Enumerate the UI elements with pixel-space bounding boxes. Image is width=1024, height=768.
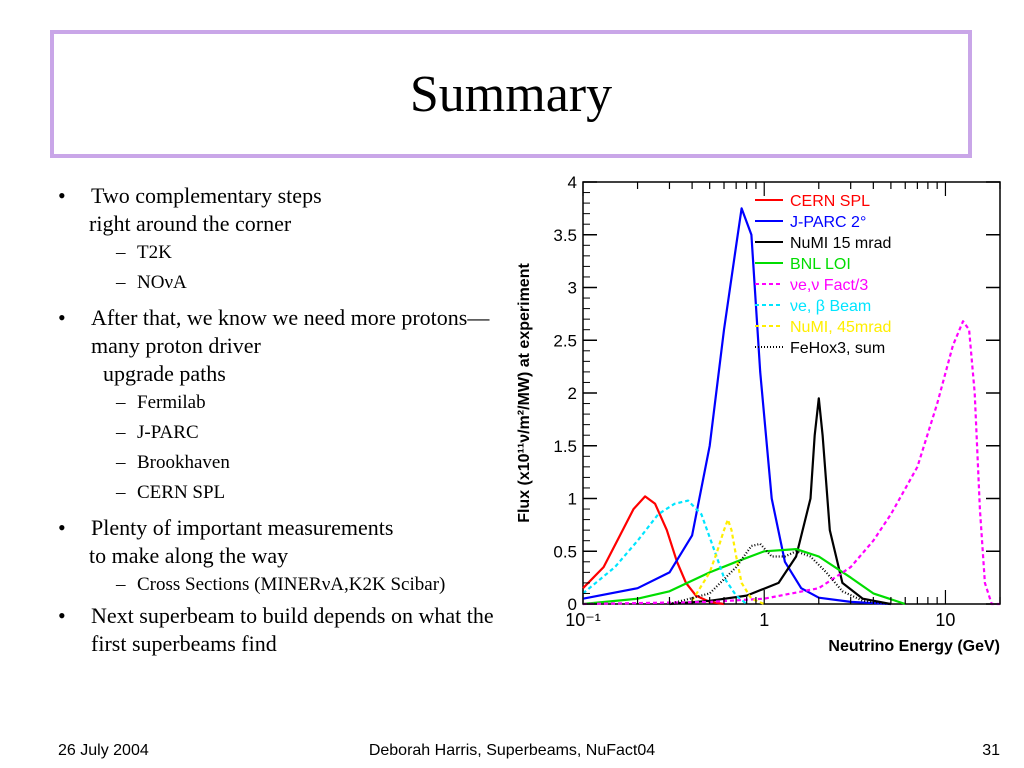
footer-author: Deborah Harris, Superbeams, NuFact04 (368, 742, 656, 759)
y-tick-label: 1.5 (553, 437, 577, 456)
sub-bullet-item: – Brookhaven (116, 452, 230, 473)
sub-bullet-item: – J-PARC (116, 422, 199, 443)
sub-bullet-text: J-PARC (137, 422, 199, 443)
series-line (669, 397, 892, 606)
bullet-text: Plenty of important measurements (91, 515, 394, 540)
sub-bullet-text: Fermilab (137, 392, 206, 413)
bullet-continuation: upgrade paths (103, 361, 226, 386)
sub-bullet-text: CERN SPL (137, 482, 226, 503)
bullet-continuation: to make along the way (89, 543, 289, 568)
bullet-text: Next superbeam to build depends on what … (91, 603, 494, 656)
series-line (669, 542, 892, 606)
y-tick-label: 1 (568, 490, 577, 509)
footer-page-number: 31 (982, 742, 1000, 759)
plot-area (582, 181, 1001, 605)
legend-label: J-PARC 2° (790, 214, 866, 231)
x-tick-label: 10 (935, 610, 955, 630)
footer-date: 26 July 2004 (58, 742, 149, 759)
sub-bullet-item: – NOνA (116, 272, 187, 293)
y-tick-label: 0.5 (553, 542, 577, 561)
legend-label: νe, β Beam (790, 298, 871, 315)
bullet-text: After that, we know we need more protons… (91, 305, 490, 358)
bullet-item: • Next superbeam to build depends on what… (58, 603, 494, 656)
sub-bullet-item: – CERN SPL (116, 482, 226, 503)
legend-label: FeHox3, sum (790, 340, 885, 357)
x-axis-label: Neutrino Energy (GeV) (828, 638, 1000, 655)
series-line (691, 518, 765, 606)
y-tick-label: 3.5 (553, 226, 577, 245)
legend-label: CERN SPL (790, 193, 870, 210)
series-line (582, 495, 725, 606)
legend-label: νe,ν Fact/3 (790, 277, 868, 294)
legend-label: NuMI 15 mrad (790, 235, 891, 252)
x-tick-label: 10⁻¹ (565, 610, 601, 630)
x-tick-label: 1 (759, 610, 769, 630)
y-tick-label: 0 (568, 595, 577, 614)
slide-title: Summary (409, 65, 613, 123)
flux-chart: 0 0.5 1 1.5 2 2.5 3 3.5 4 10⁻¹ 1 10 Flux (x10¹¹ν/m²… (516, 173, 1001, 655)
bullet-text: Two complementary steps (91, 183, 322, 208)
sub-bullet-text: Brookhaven (137, 452, 230, 473)
legend-label: BNL LOI (790, 256, 851, 273)
y-tick-label: 2 (568, 384, 577, 403)
series-line (582, 499, 748, 605)
title-box: Summary (50, 30, 972, 158)
series-line (582, 548, 906, 606)
sub-bullet-item: – T2K (116, 242, 172, 263)
bullet-continuation: right around the corner (89, 211, 292, 236)
y-tick-label: 2.5 (553, 331, 577, 350)
y-axis-label: Flux (x10¹¹ν/m²/MW) at experiment (516, 263, 533, 523)
legend-label: NuMI, 45mrad (790, 319, 891, 336)
sub-bullet-text: NOνA (137, 272, 187, 293)
sub-bullet-text: Cross Sections (MINERνA,K2K Scibar) (137, 574, 446, 595)
sub-bullet-item: – Fermilab (116, 392, 206, 413)
series-line (582, 207, 891, 606)
y-tick-label: 3 (568, 279, 577, 298)
sub-bullet-item: – Cross Sections (MINERνA,K2K Scibar) (116, 574, 446, 595)
sub-bullet-text: T2K (137, 242, 172, 263)
bullet-list: • Two complementary steps right around th… (58, 182, 518, 658)
bullet-item: • Plenty of important measurements (58, 515, 394, 540)
bullet-item: • Two complementary steps (58, 183, 322, 208)
y-tick-label: 4 (568, 173, 577, 192)
series-line (582, 320, 1000, 606)
bullet-item: • After that, we know we need more proton… (58, 305, 490, 358)
